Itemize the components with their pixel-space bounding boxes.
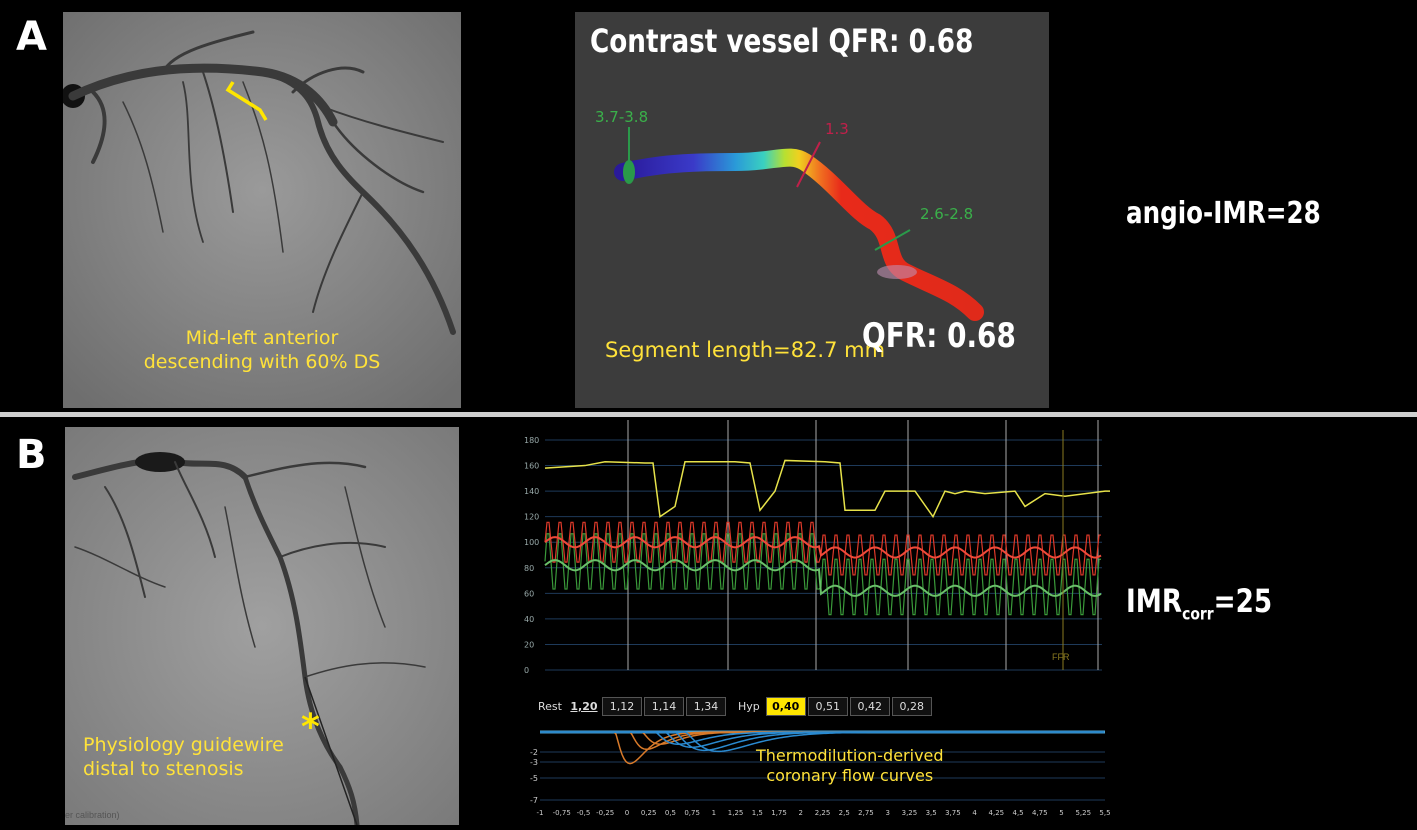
pressure-ytick: 60 bbox=[524, 589, 534, 598]
thermo-xtick: 3 bbox=[885, 809, 889, 817]
thermo-xtick: 0,75 bbox=[684, 809, 700, 817]
panel-separator bbox=[0, 412, 1417, 417]
thermo-xtick: 3,25 bbox=[902, 809, 918, 817]
pressure-ytick: 180 bbox=[524, 436, 539, 445]
thermo-xtick: 5,25 bbox=[1075, 809, 1091, 817]
thermo-xtick: 3,75 bbox=[945, 809, 961, 817]
thermo-xtick: 1,75 bbox=[771, 809, 787, 817]
thermo-xtick: 2 bbox=[799, 809, 803, 817]
qfr-3d-panel: Contrast vessel QFR: 0.68 3.7-3.8 1.3 2.… bbox=[575, 12, 1049, 408]
vessel-3d-model bbox=[614, 127, 984, 321]
caption-line-1: Physiology guidewire bbox=[83, 734, 284, 756]
caption-line-2: distal to stenosis bbox=[83, 758, 244, 780]
thermo-xtick: 0 bbox=[625, 809, 629, 817]
marker-lesion: 1.3 bbox=[825, 120, 849, 138]
thermo-ytick: -5 bbox=[530, 774, 538, 783]
hyp-value: 0,40 bbox=[765, 697, 806, 716]
angio-b-caption: Physiology guidewire distal to stenosis bbox=[83, 733, 284, 781]
rest-value: 1,20 bbox=[570, 700, 598, 713]
pressure-ytick: 100 bbox=[524, 538, 539, 547]
qfr-title: Contrast vessel QFR: 0.68 bbox=[590, 22, 974, 60]
pressure-ytick: 140 bbox=[524, 487, 539, 496]
panel-b-label: B bbox=[16, 432, 47, 478]
caption-line-1: Mid-left anterior bbox=[185, 327, 339, 349]
thermo-ytick: -3 bbox=[530, 758, 538, 767]
thermo-curve bbox=[540, 731, 1104, 753]
thermo-xtick: -0,75 bbox=[553, 809, 571, 817]
thermo-xtick: 4,5 bbox=[1013, 809, 1024, 817]
hyp-value: 0,28 bbox=[891, 697, 932, 716]
hyp-value: 0,51 bbox=[807, 697, 848, 716]
thermo-xtick: 0,25 bbox=[641, 809, 657, 817]
thermo-xtick: -0,5 bbox=[577, 809, 591, 817]
thermo-xtick: 5,5 bbox=[1099, 809, 1110, 817]
rest-value: 1,12 bbox=[601, 697, 642, 716]
imr-suffix: =25 bbox=[1213, 582, 1273, 620]
thermo-xtick: 4,75 bbox=[1032, 809, 1048, 817]
imr-corr-result: IMRcorr=25 bbox=[1126, 582, 1272, 624]
thermo-ytick: -7 bbox=[530, 796, 538, 805]
thermo-xtick: 2,5 bbox=[839, 809, 850, 817]
rest-value: 1,34 bbox=[685, 697, 726, 716]
segment-length: Segment length=82.7 mm bbox=[605, 338, 886, 362]
hyp-label: Hyp bbox=[737, 700, 760, 713]
thermo-xtick: 2,75 bbox=[858, 809, 874, 817]
angiogram-b: * Physiology guidewire distal to stenosi… bbox=[65, 427, 459, 825]
marker-distal: 2.6-2.8 bbox=[920, 205, 974, 223]
angio-imr-result: angio-IMR=28 bbox=[1126, 196, 1321, 231]
thermodilution-plot: -2 -3 -5 -7 -1 -0,75 -0,5 -0,25 0 0,25 0,5 0,75 1 1,… bbox=[520, 722, 1111, 822]
thermo-xtick: 1 bbox=[712, 809, 716, 817]
pressure-ytick: 20 bbox=[524, 640, 534, 649]
index-table: Rest 1,20 1,12 1,14 1,34 Hyp 0,40 0,51 0… bbox=[538, 697, 934, 716]
thermo-xtick: -1 bbox=[537, 809, 544, 817]
thermo-caption-line-1: Thermodilution-derived bbox=[756, 746, 944, 765]
pressure-ytick: 0 bbox=[524, 666, 529, 675]
rest-label: Rest bbox=[538, 700, 562, 713]
calibration-text: er calibration) bbox=[65, 810, 120, 820]
thermo-xtick: -0,25 bbox=[596, 809, 614, 817]
caption-line-2: descending with 60% DS bbox=[143, 351, 381, 373]
rest-value: 1,14 bbox=[643, 697, 684, 716]
asterisk-marker: * bbox=[301, 707, 320, 748]
marker-proximal: 3.7-3.8 bbox=[595, 108, 649, 126]
thermo-xtick: 1,5 bbox=[752, 809, 763, 817]
thermo-xtick: 4,25 bbox=[989, 809, 1005, 817]
pressure-ytick: 80 bbox=[524, 564, 534, 573]
thermo-curve bbox=[540, 731, 1104, 749]
ffr-label: FFR bbox=[1052, 652, 1070, 662]
qfr-value: QFR: 0.68 bbox=[862, 316, 1016, 356]
thermo-xtick: 2,25 bbox=[815, 809, 831, 817]
thermo-xtick: 0,5 bbox=[665, 809, 676, 817]
thermo-xtick: 1,25 bbox=[728, 809, 744, 817]
thermo-ytick: -2 bbox=[530, 748, 538, 757]
imr-prefix: IMR bbox=[1126, 582, 1183, 620]
pressure-ytick: 160 bbox=[524, 462, 539, 471]
thermo-xtick: 5 bbox=[1059, 809, 1063, 817]
hyp-value: 0,42 bbox=[849, 697, 890, 716]
panel-a-label: A bbox=[16, 14, 47, 60]
pressure-ytick: 40 bbox=[524, 615, 534, 624]
angio-a-caption: Mid-left anterior descending with 60% DS bbox=[63, 326, 461, 374]
thermo-caption: Thermodilution-derived coronary flow cur… bbox=[756, 746, 944, 786]
pressure-ytick: 120 bbox=[524, 513, 539, 522]
thermo-caption-line-2: coronary flow curves bbox=[766, 766, 934, 785]
imr-subscript: corr bbox=[1182, 604, 1214, 625]
thermo-xtick: 4 bbox=[972, 809, 977, 817]
pressure-tracing: 180 160 140 120 100 80 60 40 20 0 FFR bbox=[520, 420, 1123, 685]
thermo-xtick: 3,5 bbox=[926, 809, 937, 817]
angiogram-a: Mid-left anterior descending with 60% DS bbox=[63, 12, 461, 408]
